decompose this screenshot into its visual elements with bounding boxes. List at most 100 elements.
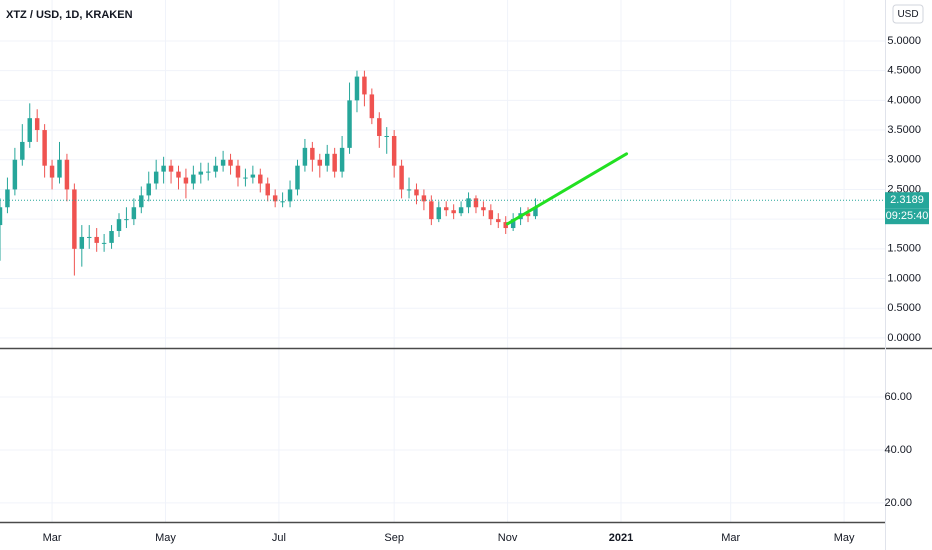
candle-body bbox=[503, 222, 508, 229]
x-tick-label: Mar bbox=[43, 532, 62, 544]
x-tick-label: Mar bbox=[721, 532, 740, 544]
candle-body bbox=[131, 207, 137, 220]
candle-body bbox=[488, 210, 494, 220]
candle-body bbox=[265, 183, 270, 196]
candle-body bbox=[139, 195, 144, 208]
candle-body bbox=[20, 141, 25, 160]
y-tick-label: 0.5000 bbox=[887, 302, 921, 314]
candle-body bbox=[280, 201, 285, 203]
candle-body bbox=[64, 159, 70, 190]
y-tick-label: 1.5000 bbox=[887, 243, 921, 255]
countdown-label: 09:25:40 bbox=[886, 210, 929, 222]
marks bbox=[0, 70, 885, 276]
x-tick-label: 2021 bbox=[609, 532, 633, 544]
candle-body bbox=[161, 165, 166, 172]
candle-body bbox=[168, 165, 174, 172]
candle-body bbox=[109, 231, 114, 243]
countdown-box bbox=[885, 208, 929, 225]
candle-body bbox=[57, 159, 62, 178]
y-tick-label: 4.0000 bbox=[887, 94, 921, 106]
x-tick-label: May bbox=[155, 532, 176, 544]
candle-body bbox=[377, 118, 382, 136]
candle-body bbox=[228, 159, 233, 166]
candle-body bbox=[250, 174, 256, 178]
x-tick-label: Jul bbox=[272, 532, 286, 544]
candle-body bbox=[458, 207, 464, 214]
candle-body bbox=[272, 195, 278, 202]
candle-body bbox=[310, 147, 315, 160]
candle-body bbox=[369, 94, 375, 119]
candle-body bbox=[0, 207, 3, 226]
labels: 0.00000.50001.00001.50002.00002.50003.00… bbox=[43, 35, 929, 544]
x-tick-label: Sep bbox=[384, 532, 404, 544]
candle-body bbox=[443, 207, 449, 211]
x-tick-label: May bbox=[834, 532, 855, 544]
candle-body bbox=[510, 219, 516, 229]
candle-body bbox=[198, 171, 204, 175]
candle-body bbox=[324, 153, 330, 166]
candle-body bbox=[473, 198, 479, 208]
chart-title: XTZ / USD, 1D, KRAKEN bbox=[6, 9, 133, 21]
candle-body bbox=[362, 76, 367, 95]
candle-body bbox=[481, 207, 486, 211]
candle-body bbox=[146, 183, 151, 196]
candle-body bbox=[391, 135, 397, 166]
candle-body bbox=[295, 165, 300, 190]
candle-body bbox=[5, 189, 10, 208]
candle-body bbox=[429, 201, 434, 220]
candle-body bbox=[213, 165, 218, 172]
y2-tick-label: 40.00 bbox=[884, 444, 912, 456]
candle-body bbox=[384, 135, 389, 137]
candle-body bbox=[399, 165, 404, 190]
candle-body bbox=[525, 213, 531, 217]
candle-body bbox=[12, 159, 18, 190]
candle-body bbox=[27, 118, 32, 142]
candle-body bbox=[466, 198, 471, 208]
candle-body bbox=[496, 219, 501, 223]
candle-body bbox=[124, 219, 129, 221]
candle-body bbox=[34, 118, 40, 131]
candle-body bbox=[287, 189, 293, 202]
currency-label[interactable]: USD bbox=[897, 9, 918, 20]
candle-body bbox=[206, 171, 211, 173]
candle-body bbox=[220, 159, 226, 166]
candle-body bbox=[533, 207, 538, 217]
last-price-box bbox=[885, 192, 929, 209]
candle-body bbox=[347, 100, 352, 148]
y-tick-label: 1.0000 bbox=[887, 272, 921, 284]
candle-body bbox=[354, 76, 360, 101]
last-price-label: 2.3189 bbox=[890, 194, 924, 206]
candle-body bbox=[116, 219, 122, 232]
candle-body bbox=[101, 242, 107, 244]
candle-body bbox=[339, 147, 345, 172]
candle-body bbox=[406, 189, 412, 191]
x-tick-label: Nov bbox=[498, 532, 518, 544]
y-tick-label: 3.0000 bbox=[887, 154, 921, 166]
currency-button[interactable] bbox=[892, 4, 924, 24]
y-tick-label: 4.5000 bbox=[887, 65, 921, 77]
candle-body bbox=[176, 171, 181, 178]
candle-body bbox=[235, 165, 241, 178]
candle-body bbox=[72, 189, 77, 249]
candle-body bbox=[42, 130, 47, 166]
candle-body bbox=[436, 207, 442, 220]
candle-body bbox=[414, 189, 419, 196]
y-tick-label: 3.5000 bbox=[887, 124, 921, 136]
candle-body bbox=[49, 165, 55, 178]
candle-body bbox=[153, 171, 159, 184]
candle-body bbox=[421, 195, 427, 202]
candle-body bbox=[317, 159, 323, 166]
candle-body bbox=[258, 174, 263, 184]
trend-line bbox=[506, 152, 629, 226]
candle-body bbox=[451, 210, 456, 214]
candle-body bbox=[302, 147, 308, 166]
y2-tick-label: 60.00 bbox=[884, 391, 912, 403]
candle-body bbox=[191, 174, 196, 184]
candle-body bbox=[94, 236, 99, 243]
candle-body bbox=[87, 236, 92, 238]
y-tick-label: 0.0000 bbox=[887, 332, 921, 344]
candle-body bbox=[79, 236, 85, 249]
candle-body bbox=[183, 177, 189, 184]
